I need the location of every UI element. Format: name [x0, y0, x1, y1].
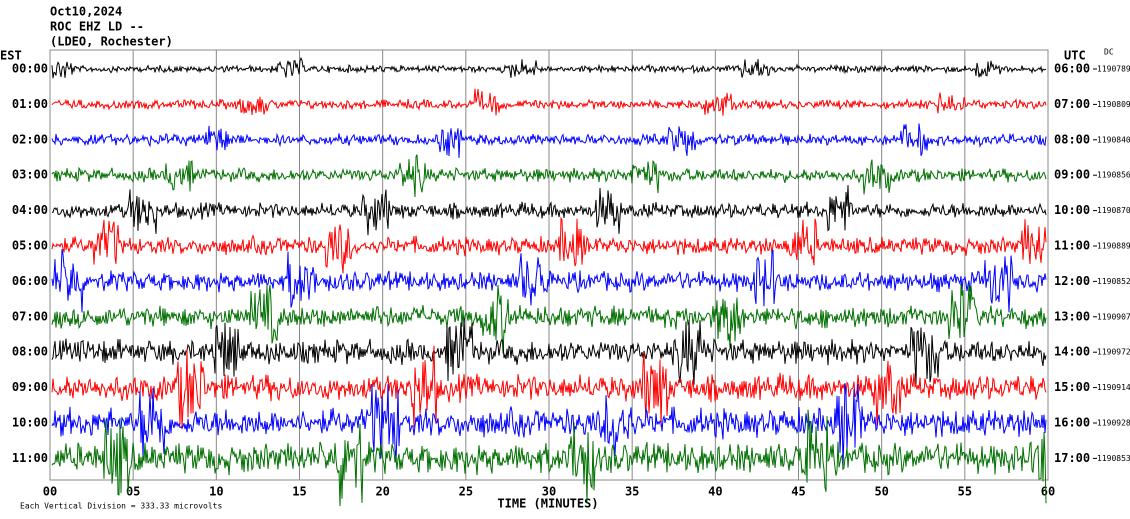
dc-value: 1190853: [1097, 454, 1130, 463]
x-axis-label: TIME (MINUTES): [497, 497, 598, 511]
x-tick-label: 35: [625, 485, 639, 499]
x-tick-label: 55: [958, 485, 972, 499]
est-label: 00:00: [12, 62, 48, 76]
x-tick-label: 40: [708, 485, 722, 499]
dc-value: 1190789: [1097, 65, 1130, 74]
utc-label: 17:00: [1054, 451, 1090, 465]
utc-label: 09:00: [1054, 168, 1090, 182]
trace: [51, 409, 1047, 507]
dc-value: 1190809: [1097, 100, 1130, 109]
x-tick-label: 30: [542, 485, 556, 499]
x-tick-label: 25: [459, 485, 473, 499]
est-label: 01:00: [12, 97, 48, 111]
utc-label: 07:00: [1054, 97, 1090, 111]
est-label: 07:00: [12, 309, 48, 323]
utc-label: 06:00: [1054, 62, 1090, 76]
est-label: 11:00: [12, 451, 48, 465]
trace: [51, 56, 1047, 79]
trace: [51, 123, 1047, 158]
utc-label: 15:00: [1054, 380, 1090, 394]
trace: [51, 382, 1047, 466]
x-tick-label: 10: [209, 485, 223, 499]
est-label: 03:00: [12, 168, 48, 182]
right-axis-label: UTC: [1064, 49, 1086, 63]
est-label: 06:00: [12, 274, 48, 288]
est-label: 02:00: [12, 132, 48, 146]
trace: [51, 88, 1047, 116]
utc-label: 10:00: [1054, 203, 1090, 217]
utc-label: 14:00: [1054, 345, 1090, 359]
dc-value: 1190914: [1097, 383, 1130, 392]
x-tick-label: 45: [791, 485, 805, 499]
dc-label: DC: [1104, 48, 1114, 57]
est-label: 09:00: [12, 380, 48, 394]
dc-value: 1190870: [1097, 206, 1130, 215]
est-label: 04:00: [12, 203, 48, 217]
utc-label: 13:00: [1054, 309, 1090, 323]
trace: [51, 185, 1047, 236]
trace: [51, 284, 1047, 354]
dc-value: 1190889: [1097, 242, 1130, 251]
left-axis-label: EST: [0, 49, 22, 63]
est-label: 08:00: [12, 345, 48, 359]
x-tick-label: 50: [874, 485, 888, 499]
title-line: Oct10,2024: [50, 5, 122, 19]
utc-label: 08:00: [1054, 132, 1090, 146]
x-tick-label: 60: [1041, 485, 1055, 499]
trace: [51, 345, 1047, 430]
trace: [51, 249, 1047, 313]
dc-value: 1190852: [1097, 277, 1130, 286]
dc-value: 1190928: [1097, 419, 1130, 428]
dc-value: 1190840: [1097, 135, 1130, 144]
trace: [51, 154, 1047, 198]
x-tick-label: 05: [126, 485, 140, 499]
utc-label: 16:00: [1054, 416, 1090, 430]
dc-value: 1190856: [1097, 171, 1130, 180]
est-label: 05:00: [12, 239, 48, 253]
est-label: 10:00: [12, 416, 48, 430]
dc-value: 1190972: [1097, 348, 1130, 357]
utc-label: 11:00: [1054, 239, 1090, 253]
utc-label: 12:00: [1054, 274, 1090, 288]
x-tick-label: 20: [375, 485, 389, 499]
x-tick-label: 00: [43, 485, 57, 499]
title-line: (LDEO, Rochester): [50, 35, 173, 49]
footnote: Each Vertical Division = 333.33 microvol…: [20, 502, 222, 511]
x-tick-label: 15: [292, 485, 306, 499]
trace: [51, 318, 1047, 385]
dc-value: 1190907: [1097, 312, 1130, 321]
trace: [51, 216, 1047, 274]
title-line: ROC EHZ LD --: [50, 20, 144, 34]
